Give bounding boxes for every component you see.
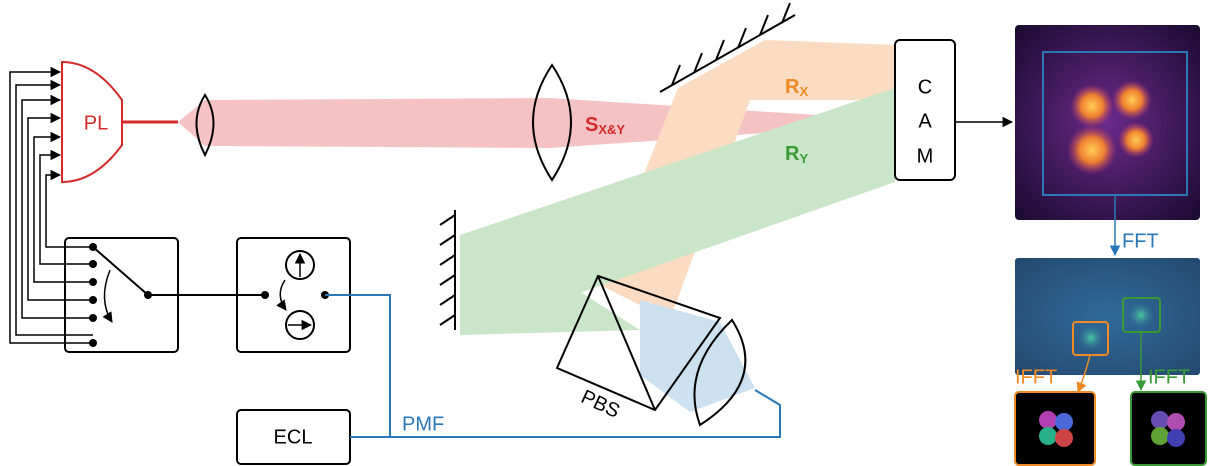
- beams: [178, 40, 895, 412]
- camera-letter: A: [918, 110, 932, 132]
- fft-peak: [1127, 301, 1155, 329]
- beam-subscript: Y: [799, 151, 808, 166]
- camera-letter: C: [918, 76, 932, 98]
- fiber: [325, 294, 781, 438]
- lens: [195, 93, 215, 158]
- ref-x-beam: [600, 40, 765, 320]
- fft-label: FFT: [1122, 230, 1159, 252]
- pbs: [555, 274, 722, 412]
- ifft-image: [1130, 391, 1207, 466]
- beam-letter: R: [785, 76, 800, 98]
- pl-shape: [61, 60, 123, 184]
- pbs-label: PBS: [578, 386, 624, 423]
- fft-image: [1015, 258, 1200, 375]
- beam-letter: R: [785, 143, 800, 165]
- input-beam: [640, 300, 755, 412]
- pl-label: PL: [84, 112, 108, 134]
- ifft-image: [1014, 391, 1096, 466]
- mirror: [439, 2, 796, 330]
- switch-lever: [92, 246, 149, 296]
- ref-y-beam: [460, 88, 895, 335]
- arrow: [276, 279, 287, 311]
- beam-label: SX&Y: [585, 114, 625, 137]
- image-blobs: [1067, 80, 1154, 175]
- camera-letter: M: [917, 145, 934, 167]
- beam-letter: S: [585, 114, 598, 136]
- beam-label: RX: [785, 76, 808, 99]
- ref-x-beam: [750, 40, 895, 100]
- ecl-label: ECL: [274, 426, 313, 448]
- ifft-patterns: [1039, 411, 1185, 447]
- ifft-label: IFFT: [1015, 366, 1057, 388]
- ref-y-beam: [460, 235, 640, 335]
- camera: [894, 39, 956, 181]
- camera-image: [1015, 25, 1200, 220]
- arrow: [102, 269, 113, 323]
- beam-subscript: X&Y: [598, 122, 625, 137]
- fft-peak: [1077, 324, 1105, 352]
- lens: [693, 318, 747, 427]
- pmf-label: PMF: [402, 413, 444, 435]
- arrow: [1076, 354, 1091, 393]
- ifft-label: IFFT: [1148, 366, 1190, 388]
- switch-terminals: [89, 243, 152, 347]
- signal-beam: [178, 98, 895, 148]
- rotator: [285, 250, 315, 280]
- rotator: [285, 310, 315, 340]
- lens: [532, 63, 572, 182]
- switch-wires: [9, 66, 93, 344]
- port: [261, 291, 269, 299]
- beam-subscript: X: [799, 84, 808, 99]
- roi-x: [1072, 321, 1109, 356]
- beam-label: RY: [785, 143, 808, 166]
